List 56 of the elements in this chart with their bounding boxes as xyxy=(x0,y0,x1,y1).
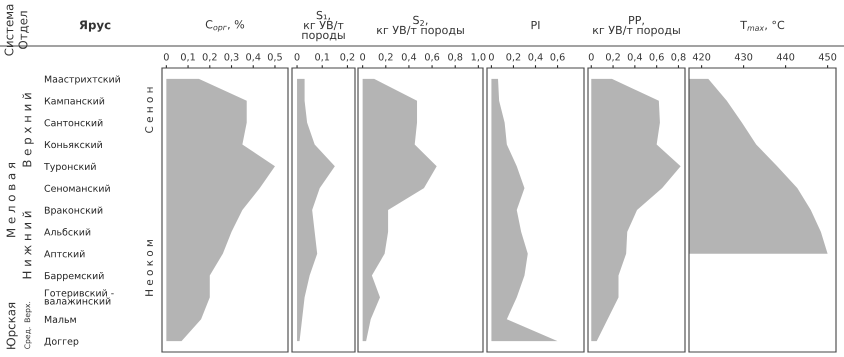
y-axis-title: Ярус xyxy=(80,20,110,32)
y-tick-label: Мальм xyxy=(44,316,76,323)
x-tick-label: 0,2 xyxy=(506,53,520,62)
x-tick-label: 1,0 xyxy=(472,53,486,62)
y-tick-label: Сантонский xyxy=(44,119,102,126)
text: С е н о н xyxy=(145,87,154,133)
x-tick-label: 0,2 xyxy=(606,53,620,62)
x-tick-label: 0,1 xyxy=(180,53,195,62)
x-tick-label: 0 xyxy=(360,53,366,61)
chart-title: S₁, кг УВ/т породы xyxy=(302,10,345,42)
x-tick-label: 0,6 xyxy=(424,53,440,62)
x-tick-label: 0,4 xyxy=(402,53,416,62)
x-tick-label: 0,6 xyxy=(550,53,565,62)
y-tick-label: Альбский xyxy=(44,228,90,236)
y-tick-label: Враконский xyxy=(44,206,102,216)
x-tick-label: 0 xyxy=(488,53,494,61)
chart-title: PI xyxy=(532,20,540,30)
chart-title: T$_{max}$, °C xyxy=(740,20,784,31)
x-tick-label: 0,8 xyxy=(671,53,686,62)
x-tick-label: 0,4 xyxy=(628,53,642,62)
x-tick-label: 420 xyxy=(692,53,710,61)
y-tick-label: Сеноманский xyxy=(44,184,110,192)
x-tick-label: 0,1 xyxy=(315,53,330,62)
x-tick-label: 0 xyxy=(294,53,300,61)
x-tick-label: 0 xyxy=(164,53,169,61)
x-tick-label: 0,8 xyxy=(448,53,462,62)
text: Н е о к о м xyxy=(145,240,154,296)
x-tick-label: 0,4 xyxy=(528,53,543,62)
x-tick-label: 0,5 xyxy=(268,53,282,62)
text: Н и ж н и й xyxy=(22,212,32,278)
chart-title: S$_{2}$, кг УВ/т породы xyxy=(377,16,464,36)
y-tick-label: Коньякский xyxy=(44,140,102,148)
x-tick-label: 440 xyxy=(776,53,794,61)
y-tick-label: Барремский xyxy=(44,272,104,282)
x-tick-label: 0,2 xyxy=(340,53,354,62)
text: Отдел xyxy=(18,11,29,49)
x-tick-label: 430 xyxy=(734,53,752,61)
text: Юрская xyxy=(6,302,18,349)
text: В е р х н и й xyxy=(22,93,34,167)
x-tick-label: 450 xyxy=(818,53,836,61)
chart-title: C$_{орг}$, % xyxy=(206,20,244,32)
y-tick-label: Доггер xyxy=(44,338,78,347)
text: Система xyxy=(4,4,14,56)
x-tick-label: 0,6 xyxy=(650,53,664,62)
y-tick-label: Готеривский - валажинский xyxy=(44,289,114,305)
x-tick-label: 0,2 xyxy=(378,53,393,62)
x-tick-label: 0,3 xyxy=(224,53,238,62)
x-tick-label: 0,4 xyxy=(246,53,260,62)
y-tick-label: Маастрихтский xyxy=(44,75,120,84)
x-tick-label: 0 xyxy=(588,53,594,61)
text: М е л о в а я xyxy=(6,162,16,237)
y-tick-label: Аптский xyxy=(44,250,84,258)
y-tick-label: Туронский xyxy=(44,162,96,172)
x-tick-label: 0,2 xyxy=(202,53,217,62)
chart-title: PP, кг УВ/т породы xyxy=(593,16,680,36)
y-tick-label: Кампанский xyxy=(44,97,104,104)
